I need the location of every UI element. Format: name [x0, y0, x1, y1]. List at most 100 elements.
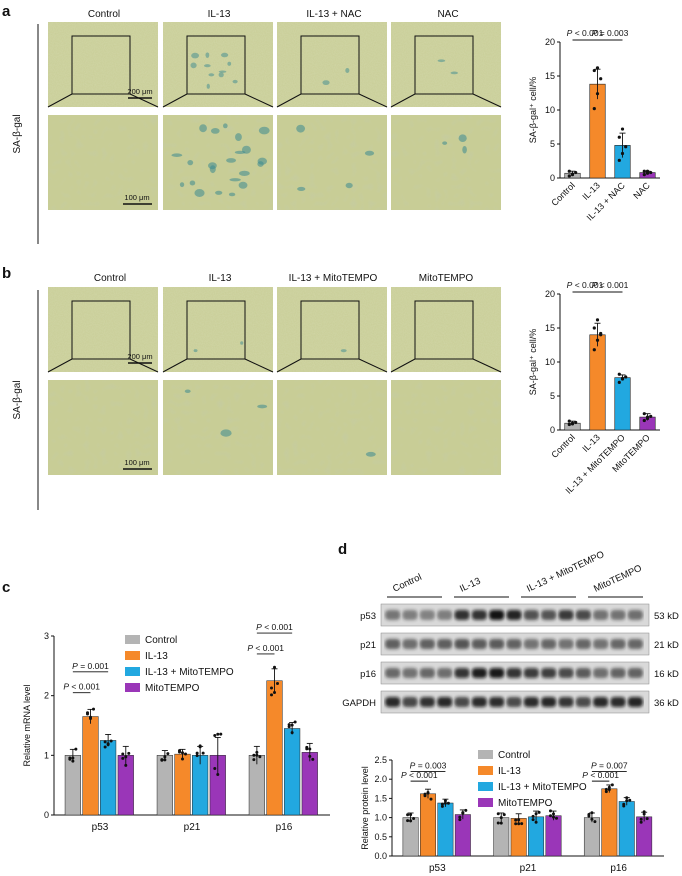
micrograph-column — [162, 287, 274, 475]
data-point — [163, 755, 167, 759]
zoom-line — [129, 358, 159, 373]
column-label: MitoTEMPO — [419, 273, 474, 284]
y-axis-label: Relative protein level — [360, 766, 370, 850]
y-tick-label: 0 — [550, 173, 555, 183]
data-point — [258, 755, 262, 759]
legend-swatch — [125, 651, 140, 660]
blot-band — [627, 639, 643, 649]
y-tick-label: 0.0 — [374, 851, 387, 861]
stain-spot — [345, 68, 350, 73]
x-tick-label: p53 — [429, 863, 446, 874]
data-point — [599, 333, 603, 337]
data-point — [166, 752, 170, 756]
data-point — [617, 135, 621, 139]
blot-band — [506, 697, 522, 707]
data-point — [216, 772, 220, 776]
stain-spot — [240, 341, 244, 345]
blot-band — [627, 668, 643, 678]
blot-band — [593, 639, 609, 649]
stain-spot — [450, 71, 459, 75]
p-value-label: P < 0.001 — [567, 280, 604, 290]
data-point — [502, 813, 506, 817]
bar — [636, 816, 653, 857]
blot-band — [593, 610, 609, 620]
blot-band — [454, 668, 470, 678]
stain-spot — [184, 389, 191, 394]
blot-band — [454, 639, 470, 649]
bar — [301, 752, 318, 816]
zoom-line — [472, 93, 502, 108]
blot-group-label: Control — [391, 572, 423, 595]
p-value-label: P = 0.001 — [72, 661, 109, 671]
p-value-label: P < 0.001 — [567, 28, 604, 38]
panel-letter-d: d — [338, 541, 347, 558]
bar — [82, 716, 99, 816]
column-label: Control — [94, 273, 126, 284]
stain-spot — [223, 123, 228, 129]
bar-chart-c: 0 1 2 3 Relative mRNA level p53 p21 p16 P < 0.00… — [22, 622, 330, 833]
stain-spot — [238, 181, 248, 189]
bar — [64, 755, 81, 816]
data-point — [639, 820, 643, 824]
blot-band — [454, 610, 470, 620]
micrograph-column: 200 μm 100 μm — [47, 287, 159, 475]
bar — [589, 334, 606, 431]
y-tick-label: 10 — [545, 105, 555, 115]
data-point — [625, 799, 629, 803]
data-point — [121, 756, 125, 760]
blot-band — [489, 697, 505, 707]
legend-swatch — [478, 798, 493, 807]
x-tick-label: IL-13 — [580, 432, 602, 454]
blot-band — [402, 639, 418, 649]
stain-spot — [191, 52, 200, 59]
data-point — [645, 169, 650, 173]
stain-spot — [194, 189, 205, 197]
zoom-line — [47, 93, 73, 108]
bar — [284, 728, 301, 816]
data-point — [595, 338, 600, 342]
data-point — [592, 348, 596, 352]
data-point — [548, 814, 552, 818]
data-point — [198, 744, 202, 748]
stain-spot — [179, 182, 185, 188]
data-point — [92, 707, 95, 711]
micrograph-grid-a: 200 μm 100 μm — [47, 22, 502, 210]
stain-spot — [208, 162, 217, 170]
data-point — [574, 170, 578, 175]
stain-spot — [171, 153, 183, 157]
data-point — [620, 127, 625, 131]
blot-band — [627, 610, 643, 620]
data-point — [642, 173, 646, 177]
y-tick-label: 10 — [545, 357, 555, 367]
blot-band — [593, 697, 609, 707]
zoom-box — [414, 35, 474, 95]
data-point — [308, 754, 312, 758]
data-point — [287, 723, 291, 727]
blot-band — [419, 697, 435, 707]
p-value-label: P = 0.003 — [410, 761, 447, 771]
blot-strip — [380, 632, 650, 656]
y-tick-label: 0.5 — [374, 832, 387, 842]
data-point — [642, 810, 646, 814]
blot-size-label: 21 kD — [654, 640, 679, 651]
zoom-line — [390, 93, 416, 108]
stain-spot — [296, 124, 306, 133]
stain-spot — [442, 141, 448, 145]
bar — [454, 814, 471, 857]
stain-spot — [238, 170, 250, 176]
bar-chart-d: 0.0 0.5 1.0 1.5 2.0 2.5 Relative protein level… — [360, 750, 664, 874]
blot-band — [437, 639, 453, 649]
bar — [614, 377, 631, 431]
stain-spot — [228, 192, 236, 197]
data-point — [624, 375, 628, 379]
bar — [100, 740, 117, 816]
zoom-box — [300, 300, 360, 360]
stain-spot — [215, 190, 223, 195]
bar — [583, 817, 600, 857]
blot-band — [523, 610, 539, 620]
data-point — [216, 732, 220, 736]
data-point — [517, 818, 521, 822]
y-tick-label: 20 — [545, 289, 555, 299]
micrograph-cells — [391, 115, 501, 210]
stain-spot — [232, 79, 238, 84]
